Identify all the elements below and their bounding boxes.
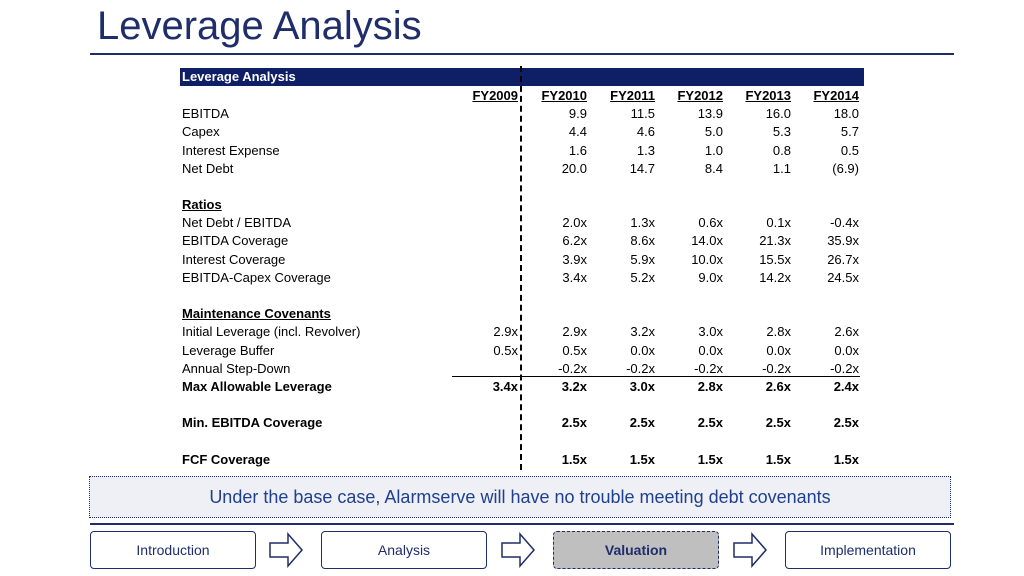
table-cell: (6.9) xyxy=(779,160,859,178)
table-cell: 35.9x xyxy=(779,232,859,250)
table-cell: 0.0x xyxy=(779,342,859,360)
min-ebitda-row: Min. EBITDA Coverage 2.5x 2.5x 2.5x 2.5x 2.5x xyxy=(182,414,864,432)
year-header: FY2014 xyxy=(779,87,859,105)
row-label: EBITDA Coverage xyxy=(182,232,288,250)
row-label: Capex xyxy=(182,123,220,141)
row-label: Net Debt / EBITDA xyxy=(182,214,291,232)
table-cell: 2.6x xyxy=(779,323,859,341)
table-cell: -0.4x xyxy=(779,214,859,232)
table-cell: 3.4x xyxy=(438,378,518,396)
row-label: Initial Leverage (incl. Revolver) xyxy=(182,323,360,341)
table-row: EBITDA-Capex Coverage 3.4x 5.2x 9.0x 14.2x 24… xyxy=(182,269,864,287)
table-cell: 24.5x xyxy=(779,269,859,287)
right-arrow-icon xyxy=(732,531,768,569)
row-label: EBITDA-Capex Coverage xyxy=(182,269,331,287)
section-heading: Ratios xyxy=(182,196,864,214)
total-rule xyxy=(452,376,860,377)
nav-implementation-button[interactable]: Implementation xyxy=(785,531,951,569)
table-row: Net Debt / EBITDA 2.0x 1.3x 0.6x 0.1x -0.4x xyxy=(182,214,864,232)
table-cell: 2.5x xyxy=(779,414,859,432)
right-arrow-icon xyxy=(268,531,304,569)
row-label: Interest Coverage xyxy=(182,251,285,269)
year-header-row: FY2009 FY2010 FY2011 FY2012 FY2013 FY2014 xyxy=(182,87,864,105)
table-row: EBITDA 9.9 11.5 13.9 16.0 18.0 xyxy=(182,105,864,123)
row-label: FCF Coverage xyxy=(182,451,270,469)
fcf-row: FCF Coverage 1.5x 1.5x 1.5x 1.5x 1.5x xyxy=(182,451,864,469)
table-cell: 5.7 xyxy=(779,123,859,141)
table-row: Interest Coverage 3.9x 5.9x 10.0x 15.5x 26.7x xyxy=(182,251,864,269)
section-heading: Maintenance Covenants xyxy=(182,305,864,323)
table-cell: 26.7x xyxy=(779,251,859,269)
table-cell: 2.4x xyxy=(779,378,859,396)
bottom-divider xyxy=(90,523,954,525)
nav-introduction-button[interactable]: Introduction xyxy=(90,531,256,569)
row-label: Maintenance Covenants xyxy=(182,305,331,323)
table-row: Capex 4.4 4.6 5.0 5.3 5.7 xyxy=(182,123,864,141)
row-label: Max Allowable Leverage xyxy=(182,378,332,396)
callout-banner: Under the base case, Alarmserve will hav… xyxy=(89,476,951,518)
table-row: Interest Expense 1.6 1.3 1.0 0.8 0.5 xyxy=(182,142,864,160)
table-row: EBITDA Coverage 6.2x 8.6x 14.0x 21.3x 35.9x xyxy=(182,232,864,250)
year-header: FY2009 xyxy=(438,87,518,105)
row-label: Interest Expense xyxy=(182,142,280,160)
max-leverage-row: Max Allowable Leverage 3.4x 3.2x 3.0x 2.8x 2.… xyxy=(182,378,864,396)
nav-valuation-button[interactable]: Valuation xyxy=(553,531,719,569)
table-cell: 0.5x xyxy=(438,342,518,360)
table-cell: 2.9x xyxy=(438,323,518,341)
page-title: Leverage Analysis xyxy=(97,2,422,50)
right-arrow-icon xyxy=(500,531,536,569)
table-row: Leverage Buffer 0.5x 0.5x 0.0x 0.0x 0.0x 0.0x xyxy=(182,342,864,360)
row-label: Min. EBITDA Coverage xyxy=(182,414,322,432)
table-cell: 18.0 xyxy=(779,105,859,123)
row-label: Leverage Buffer xyxy=(182,342,274,360)
row-label: EBITDA xyxy=(182,105,229,123)
nav-analysis-button[interactable]: Analysis xyxy=(321,531,487,569)
table-row: Initial Leverage (incl. Revolver) 2.9x 2.9… xyxy=(182,323,864,341)
row-label: Ratios xyxy=(182,196,222,214)
table-header-bar: Leverage Analysis xyxy=(180,68,864,86)
row-label: Net Debt xyxy=(182,160,233,178)
table-cell: 0.5 xyxy=(779,142,859,160)
title-divider xyxy=(90,53,954,55)
table-row: Net Debt 20.0 14.7 8.4 1.1 (6.9) xyxy=(182,160,864,178)
table-cell: 1.5x xyxy=(779,451,859,469)
row-label: Annual Step-Down xyxy=(182,360,290,378)
